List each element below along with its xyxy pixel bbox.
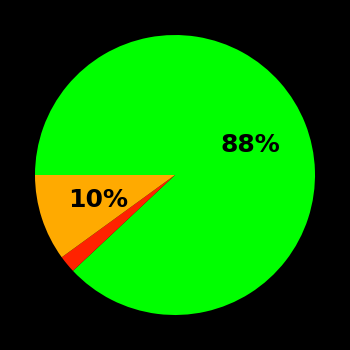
Wedge shape xyxy=(35,35,315,315)
Wedge shape xyxy=(35,175,175,257)
Text: 10%: 10% xyxy=(68,188,128,212)
Text: 88%: 88% xyxy=(220,133,280,157)
Wedge shape xyxy=(62,175,175,271)
